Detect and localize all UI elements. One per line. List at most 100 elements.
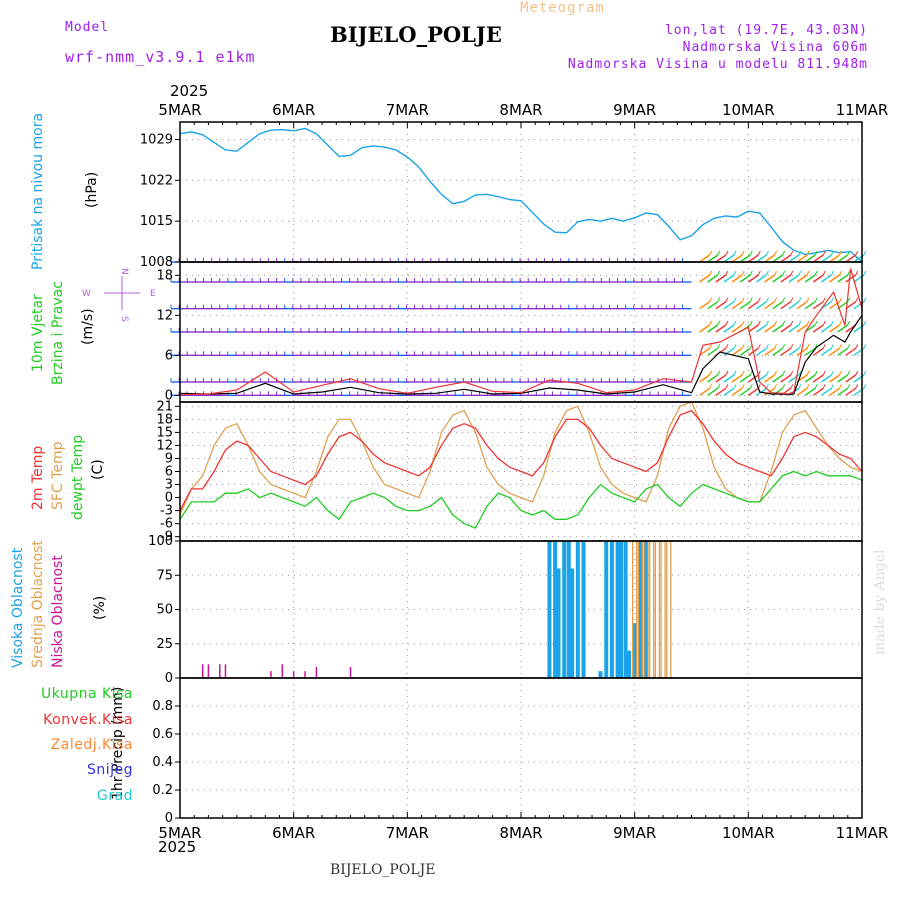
wind-barb-flag [798,344,802,349]
wind-barb-flag [806,320,810,326]
wind-barb-flag [822,384,826,389]
wind-barb-flag [830,384,834,389]
wind-barb [747,301,759,310]
cloud-high-bar [626,650,631,678]
wind-barb-flag [741,297,745,302]
wind-barb-flag [782,384,786,389]
cloud-tick-label: 0 [165,671,173,686]
wind-barb [699,254,711,263]
wind-barb-flag [839,297,842,302]
cloud-mid-bar [660,540,666,679]
wind-barb [845,387,857,396]
wind-barb [780,324,792,333]
wind-barb [723,324,735,333]
wind-barb [707,254,719,263]
cloud-high-bar [575,541,580,678]
wind-barb-flag [717,344,721,349]
wind-barb [804,274,816,283]
legend-hail: Grad [96,788,133,804]
wind-barb-flag [830,370,834,376]
date-label-bottom: 6MAR [272,824,315,842]
wind-barb [845,254,857,263]
date-label-top: 9MAR [613,101,656,119]
wind-barb-flag [822,320,826,326]
wind-barb-flag [749,270,753,276]
wind-barb [829,387,840,396]
wind-barb-flag [855,250,859,256]
wind-barb-flag [790,297,794,302]
wind-barb-flag [814,250,818,256]
wind-barb-flag [847,297,851,302]
wind-barb-flag [839,370,842,376]
cloud-high-bar [638,541,643,678]
wind-barb-flag [830,297,834,302]
wind-barb [845,347,857,356]
wind-barb [756,254,767,263]
lonlat-label: lon,lat (19.7E, 43.03N) [664,23,868,38]
wind-barb [804,374,816,383]
wind-barb [715,254,727,263]
wind-barb [796,387,808,396]
wind-barb-flag [814,297,818,302]
wind-barb-flag [709,250,713,256]
wind-barb [699,374,711,383]
temp-tick-label: 3 [165,478,173,493]
wind-barb [756,347,767,356]
wind-barb-flag [749,297,753,302]
wind-barb-flag [766,370,769,376]
wind-barb-flag [733,250,737,256]
dewpoint-line [179,470,863,529]
wind-barb-flag [790,250,794,256]
wind-barb [796,347,808,356]
wind-barb-flag [806,344,810,349]
wind-gust-line [179,268,863,396]
wind-barb-flag [855,384,859,389]
wind-barb-flag [798,384,802,389]
wind-barb [804,387,816,396]
wind-barb [764,301,775,310]
date-label-top: 10MAR [722,101,775,119]
wind-barb-flag [863,250,867,256]
precip-tick-label: 0.2 [152,783,173,798]
date-label-bottom: 8MAR [499,824,542,842]
temp-tick-label: 6 [165,465,173,480]
precip-tick-label: 0.4 [152,755,173,770]
wind-barb-flag [847,250,851,256]
footer-station: BIJELO_POLJE [330,862,436,878]
cloud-high-bar [547,541,552,678]
wind-barb-flag [839,250,842,256]
cloud-high-bar [623,541,628,678]
compass-north: N [119,268,129,275]
wind-barb-flag [774,297,778,302]
wind-barb-flag [806,297,810,302]
data-series [170,127,867,679]
wind-barb-flag [798,270,802,276]
wind-barb-flag [725,344,729,349]
wind-barb [723,374,735,383]
elevation-label: Nadmorska Visina 606m [682,40,868,55]
wind-barb [723,387,735,396]
wind-barb [731,347,743,356]
cloud-high-bar [581,541,586,678]
pressure-tick-label: 1015 [140,214,173,229]
wind-barb-flag [717,250,721,256]
panel-frames [179,121,863,819]
wind-barb-flag [749,370,753,376]
wind-barb [731,324,743,333]
wind-barb [739,347,751,356]
wind-barb-flag [709,297,713,302]
wind-barb-flag [733,344,737,349]
pressure-tick-label: 1022 [140,173,173,188]
wind-barb-flag [766,250,769,256]
wind-barb-flag [774,320,778,326]
axis-ticks: 5MAR 5MAR 6MAR 6MAR 7MAR 7MAR 8MAR 8MAR 9MAR 9MAR… [140,101,888,842]
temp-tick-label: -3 [160,504,173,519]
wind-barb [780,274,792,283]
wind-barb [764,347,775,356]
wind-barb [812,254,824,263]
wind-barb-flag [814,270,818,276]
wind-barb [707,301,719,310]
wind-barb [829,347,840,356]
grid-lines [180,122,862,819]
wind-barb [747,254,759,263]
